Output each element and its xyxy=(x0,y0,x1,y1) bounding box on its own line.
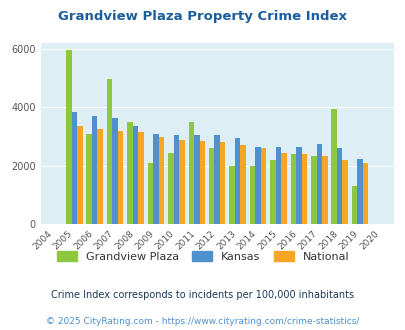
Bar xyxy=(158,137,164,224)
Bar xyxy=(173,135,179,224)
Legend: Grandview Plaza, Kansas, National: Grandview Plaza, Kansas, National xyxy=(52,247,353,266)
Text: Crime Index corresponds to incidents per 100,000 inhabitants: Crime Index corresponds to incidents per… xyxy=(51,290,354,300)
Bar xyxy=(132,126,138,224)
Bar xyxy=(66,50,71,224)
Bar xyxy=(199,141,205,224)
Bar xyxy=(290,154,295,224)
Bar xyxy=(220,143,225,224)
Bar xyxy=(229,166,234,224)
Bar xyxy=(281,153,286,224)
Bar xyxy=(97,129,103,224)
Text: Grandview Plaza Property Crime Index: Grandview Plaza Property Crime Index xyxy=(58,10,347,23)
Bar xyxy=(342,160,347,224)
Bar xyxy=(138,132,143,224)
Bar xyxy=(77,126,82,224)
Bar xyxy=(255,147,260,224)
Bar xyxy=(209,148,214,224)
Bar xyxy=(153,134,158,224)
Bar xyxy=(112,117,117,224)
Bar xyxy=(240,145,245,224)
Bar xyxy=(336,148,342,224)
Bar xyxy=(179,140,184,224)
Bar xyxy=(234,138,240,224)
Bar xyxy=(275,147,281,224)
Bar xyxy=(86,134,92,224)
Bar xyxy=(127,122,132,224)
Bar xyxy=(107,80,112,224)
Bar xyxy=(260,148,266,224)
Bar xyxy=(270,160,275,224)
Bar xyxy=(356,158,362,224)
Bar xyxy=(214,135,220,224)
Bar xyxy=(188,122,194,224)
Bar xyxy=(92,116,97,224)
Bar xyxy=(117,131,123,224)
Bar xyxy=(71,112,77,224)
Bar xyxy=(310,156,316,224)
Text: © 2025 CityRating.com - https://www.cityrating.com/crime-statistics/: © 2025 CityRating.com - https://www.city… xyxy=(46,317,359,326)
Bar xyxy=(194,135,199,224)
Bar xyxy=(295,147,301,224)
Bar xyxy=(301,154,307,224)
Bar xyxy=(330,109,336,224)
Bar xyxy=(351,186,356,224)
Bar xyxy=(362,163,367,224)
Bar xyxy=(168,153,173,224)
Bar xyxy=(316,144,321,224)
Bar xyxy=(249,166,255,224)
Bar xyxy=(147,163,153,224)
Bar xyxy=(321,156,327,224)
